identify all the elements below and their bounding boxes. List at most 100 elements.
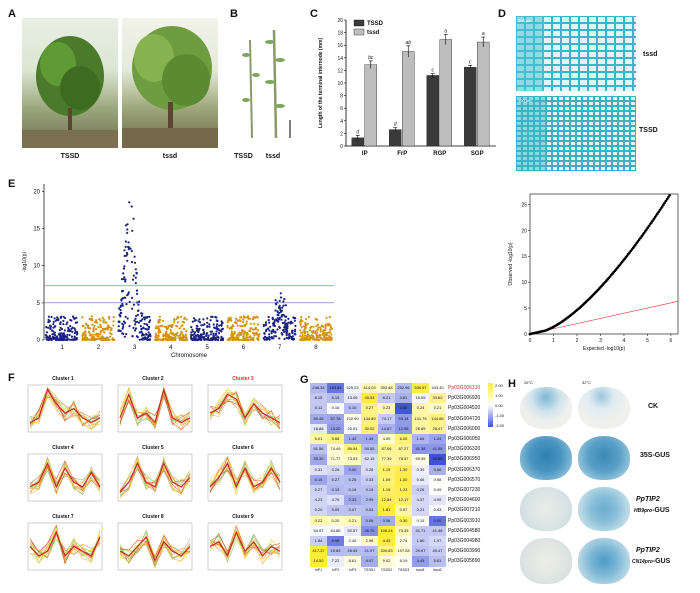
snp-point-chr8 (328, 316, 331, 319)
heatmap-cell: 1.24 (429, 434, 446, 445)
heatmap-cell: 2.45 (344, 536, 361, 547)
snp-point-chr1 (57, 333, 61, 336)
snp-point-chr1 (45, 326, 48, 329)
heatmap-cell: 1.15 (378, 485, 395, 496)
snp-point-chr3 (131, 335, 134, 338)
x-tick-label: 3 (599, 338, 602, 344)
snp-point-chr2 (87, 326, 90, 329)
cluster-profile-line (209, 459, 281, 493)
snp-point-chr4 (173, 333, 176, 336)
snp-point-chr7 (291, 338, 295, 341)
snp-point-chr2 (94, 338, 97, 341)
snp-point-chr2 (104, 321, 107, 324)
snp-point-chr3 (149, 319, 152, 322)
y-tick-label: 0 (524, 332, 527, 338)
snp-point-chr3 (147, 331, 150, 334)
snp-point-chr8 (316, 332, 319, 335)
snp-point-chr3 (118, 307, 121, 310)
snp-point-chr8 (301, 320, 304, 323)
snp-point-chr1 (49, 327, 52, 330)
heatmap-cell: 6.00 (395, 434, 412, 445)
snp-point-chr3 (145, 316, 148, 319)
heatmap-gene-label: Pp03G005890 (448, 558, 481, 565)
snp-point-chr5 (207, 336, 210, 339)
snp-point-chr7 (291, 329, 294, 332)
snp-point-chr6 (246, 315, 250, 318)
cluster-panel-9: Cluster 9 (200, 514, 286, 579)
snp-point-chr5 (206, 338, 209, 341)
heatmap-gene-label: Pp03G004720 (448, 415, 481, 422)
snp-point-chr1 (55, 338, 58, 341)
heatmap-gene-label: Pp03G006000 (448, 425, 481, 432)
significance-letter: ab (405, 40, 411, 46)
snp-point-chr3 (142, 327, 145, 330)
snp-point-chr3 (147, 327, 150, 330)
snp-point-chr3 (121, 327, 124, 330)
snp-point-chr3 (143, 318, 146, 321)
cluster-mean-line (29, 461, 101, 489)
snp-point-chr7 (274, 299, 277, 302)
cluster-line-plot (27, 384, 103, 433)
chromosome-label: 6 (242, 345, 246, 351)
heatmap-cell: 0.04 (361, 505, 378, 516)
snp-point-chr6 (256, 338, 260, 341)
snp-point-chr3 (147, 325, 150, 328)
snp-point-chr4 (164, 331, 167, 334)
snp-point-chr2 (88, 327, 92, 330)
cluster-title: Cluster 9 (232, 514, 254, 520)
heatmap-cell: 26.75 (361, 525, 378, 536)
snp-point-chr4 (183, 317, 186, 321)
panel-label-g: G (300, 374, 309, 386)
snp-point-chr7 (264, 323, 267, 326)
snp-point-chr3 (119, 304, 122, 307)
snp-point-chr2 (109, 335, 112, 338)
snp-point-chr8 (323, 336, 326, 339)
snp-point-chr4 (178, 327, 181, 330)
snp-point-chr1 (45, 338, 48, 341)
snp-point-chr3 (140, 314, 143, 317)
snp-point-chr7 (279, 296, 283, 299)
snp-point-chr8 (307, 333, 310, 336)
snp-point-chr3 (137, 303, 140, 306)
snp-point-chr5 (218, 324, 221, 327)
snp-point-chr3 (138, 331, 141, 334)
snp-point-chr2 (100, 338, 103, 342)
snp-point-chr4 (180, 330, 183, 333)
significance-letter: bc (368, 55, 374, 61)
heatmap-cell: 0.00 (429, 515, 446, 526)
snp-point-chr4 (154, 332, 157, 335)
heatmap-cell: 1.64 (412, 434, 429, 445)
snp-point-chr8 (324, 332, 327, 336)
snp-point-chr3 (127, 248, 130, 251)
snp-point-chr2 (81, 336, 85, 339)
bar-TSSD-SGP (464, 67, 477, 147)
snp-point-chr1 (60, 328, 64, 331)
snp-point-chr3 (139, 319, 142, 322)
heatmap-cell: 0.24 (412, 403, 429, 414)
snp-point-chr6 (253, 316, 257, 319)
qq-point (667, 195, 670, 199)
snp-point-chr6 (241, 325, 244, 328)
label-mutant-d: tssd (643, 51, 658, 58)
snp-point-chr4 (172, 338, 175, 341)
snp-point-chr7 (273, 322, 276, 325)
chromosome-label: 3 (133, 345, 137, 351)
y-tick-label: 10 (33, 264, 40, 270)
snp-point-chr3 (137, 309, 140, 312)
snp-point-chr8 (306, 330, 309, 334)
bar-tssd-FrP (402, 51, 415, 147)
snp-point-chr6 (238, 319, 241, 322)
snp-point-chr8 (310, 334, 313, 337)
snp-point-chr5 (195, 338, 198, 342)
snp-point-chr4 (165, 333, 168, 336)
snp-point-chr3 (140, 312, 143, 315)
snp-point-chr7 (286, 330, 289, 333)
snp-point-chr4 (175, 317, 178, 320)
heatmap-cell: 1.97 (429, 536, 446, 547)
snp-point-chr7 (283, 330, 286, 334)
heatmap-cell: 55.30 (310, 454, 327, 465)
snp-point-chr8 (304, 321, 307, 325)
snp-point-chr6 (245, 322, 248, 325)
heatmap-cell: 0.39 (412, 464, 429, 475)
snp-point-chr5 (200, 333, 203, 336)
